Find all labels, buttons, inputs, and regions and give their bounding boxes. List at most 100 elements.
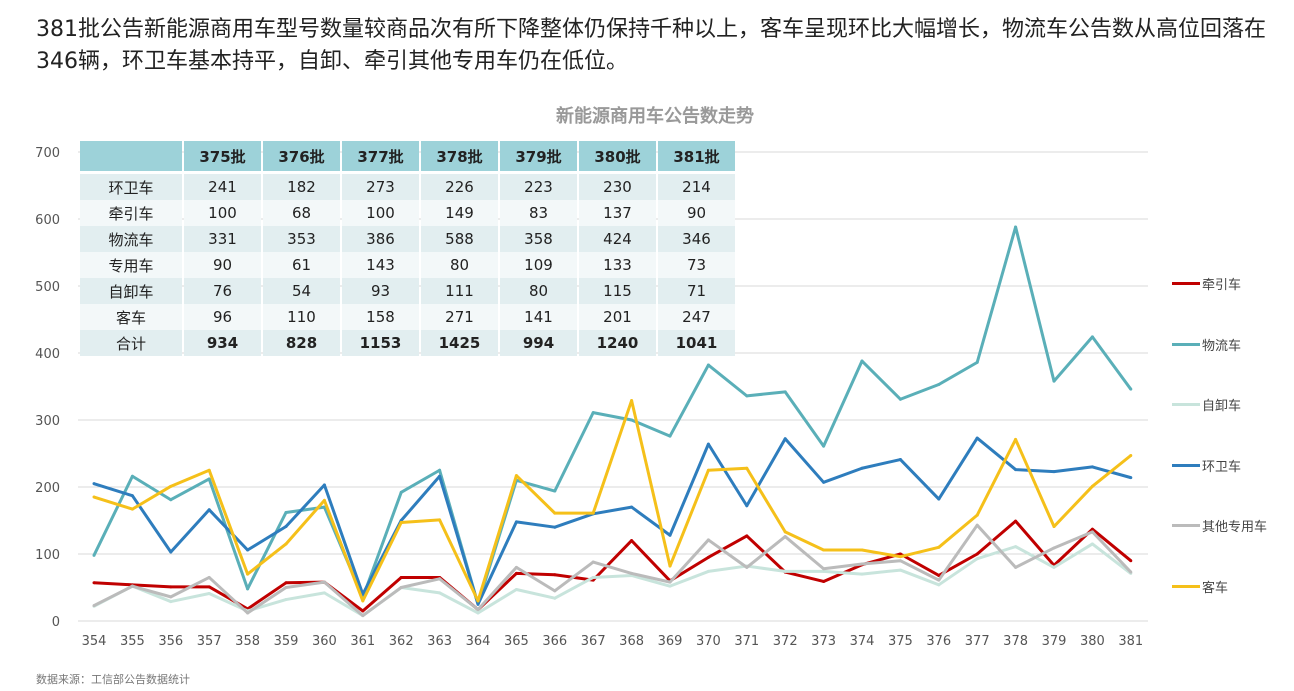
row-label: 客车 — [80, 304, 182, 330]
table-cell: 424 — [579, 226, 656, 252]
table-cell: 386 — [342, 226, 419, 252]
data-point — [860, 359, 864, 363]
x-tick-label: 361 — [350, 634, 375, 649]
table-cell: 83 — [500, 200, 577, 226]
y-tick-label: 700 — [35, 146, 60, 161]
data-point — [284, 586, 288, 589]
table-cell: 71 — [658, 278, 735, 304]
legend-label: 环卫车 — [1202, 459, 1242, 475]
data-point — [438, 518, 442, 522]
data-point — [591, 560, 595, 564]
data-point — [1014, 519, 1018, 523]
table-row: 专用车 90 61 143 80 109 133 73 — [80, 252, 735, 278]
table-cell: 346 — [658, 226, 735, 252]
table-cell: 331 — [184, 226, 261, 252]
y-tick-label: 100 — [35, 548, 60, 563]
table-header-cell: 376批 — [263, 141, 340, 174]
data-point — [822, 567, 826, 571]
data-point — [706, 569, 710, 573]
data-point — [361, 599, 365, 603]
data-point — [476, 608, 480, 612]
x-tick-label: 355 — [120, 634, 145, 649]
data-point — [898, 559, 902, 563]
data-point — [937, 497, 941, 501]
table-cell: 76 — [184, 278, 261, 304]
legend-item: 物流车 — [1172, 335, 1241, 354]
data-point — [361, 609, 365, 613]
data-point — [130, 494, 134, 498]
data-point — [553, 573, 557, 577]
legend-swatch — [1172, 584, 1200, 588]
table-header-cell: 378批 — [421, 141, 498, 174]
legend-item: 环卫车 — [1172, 456, 1241, 475]
data-point — [706, 363, 710, 367]
series-line-0 — [93, 519, 1132, 613]
source-note: 数据来源：工信部公告数据统计 — [36, 673, 190, 686]
table-cell: 934 — [184, 330, 261, 356]
table-cell: 133 — [579, 252, 656, 278]
series-line-5 — [93, 399, 1132, 603]
legend-label: 其他专用车 — [1202, 520, 1268, 535]
table-header-cell: 381批 — [658, 141, 735, 174]
data-point — [1129, 570, 1133, 574]
table-row: 牵引车 100 68 100 149 83 137 90 — [80, 200, 735, 226]
x-tick-label: 356 — [158, 634, 183, 649]
table-header-cell: 380批 — [579, 141, 656, 174]
data-point — [169, 550, 173, 554]
data-point — [1090, 484, 1094, 488]
data-point — [898, 552, 902, 556]
data-point — [1090, 542, 1094, 546]
x-tick-label: 372 — [773, 634, 798, 649]
data-point — [975, 523, 979, 527]
data-point — [630, 399, 634, 403]
series-line-2 — [93, 542, 1132, 618]
data-point — [476, 611, 480, 615]
table-cell: 111 — [421, 278, 498, 304]
data-point — [783, 530, 787, 534]
data-point — [284, 581, 288, 585]
x-tick-label: 377 — [965, 634, 990, 649]
table-cell: 247 — [658, 304, 735, 330]
data-point — [783, 535, 787, 539]
x-tick-label: 379 — [1042, 634, 1067, 649]
data-point — [1090, 527, 1094, 531]
table-cell: 994 — [500, 330, 577, 356]
data-point — [1014, 545, 1018, 549]
y-tick-label: 600 — [35, 213, 60, 228]
data-point — [668, 533, 672, 537]
x-tick-label: 375 — [888, 634, 913, 649]
x-tick-label: 374 — [850, 634, 875, 649]
data-point — [92, 553, 96, 557]
data-point — [1052, 525, 1056, 529]
table-cell: 68 — [263, 200, 340, 226]
data-point — [706, 468, 710, 472]
data-point — [284, 510, 288, 514]
table-cell: 223 — [500, 174, 577, 200]
data-point — [668, 580, 672, 584]
table-cell: 149 — [421, 200, 498, 226]
table-cell: 54 — [263, 278, 340, 304]
data-point — [1052, 565, 1056, 569]
data-point — [1014, 225, 1018, 229]
data-point — [476, 602, 480, 606]
legend-swatch — [1172, 463, 1200, 467]
data-point — [898, 397, 902, 401]
data-point — [706, 442, 710, 446]
data-point — [514, 474, 518, 478]
data-point — [246, 548, 250, 552]
data-point — [514, 520, 518, 524]
x-tick-label: 381 — [1118, 634, 1143, 649]
data-point — [399, 575, 403, 579]
data-point — [514, 588, 518, 592]
legend-label: 自卸车 — [1202, 399, 1242, 414]
table-cell: 93 — [342, 278, 419, 304]
x-tick-label: 373 — [811, 634, 836, 649]
table-cell: 271 — [421, 304, 498, 330]
table-cell: 90 — [184, 252, 261, 278]
x-tick-label: 363 — [427, 634, 452, 649]
data-point — [630, 539, 634, 543]
data-point — [246, 572, 250, 576]
data-point — [783, 569, 787, 573]
legend-swatch — [1172, 342, 1200, 346]
data-point — [169, 498, 173, 502]
